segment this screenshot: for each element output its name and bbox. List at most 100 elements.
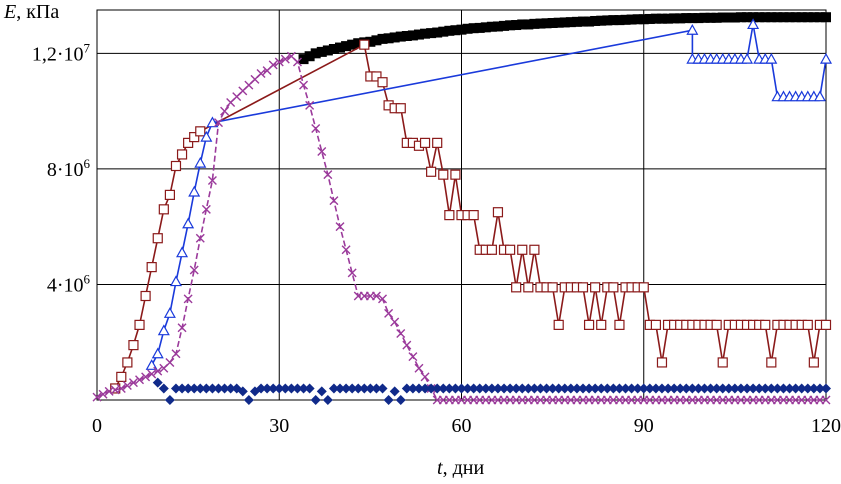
series-1-point-13	[189, 132, 200, 143]
series-4-point-80	[638, 383, 649, 394]
series-3-point-41	[341, 245, 351, 255]
series-4-point-18	[262, 383, 273, 394]
series-2-point-7	[188, 185, 201, 197]
series-0-point-3	[316, 46, 327, 57]
series-4-point-46	[432, 383, 443, 394]
series-1-point-64	[656, 357, 668, 368]
series-3-point-42	[347, 268, 357, 278]
series-0-point-50	[602, 15, 613, 26]
series-4-point-26	[310, 395, 321, 405]
series-1-point-21	[395, 103, 406, 114]
x-tick-label-2: 60	[452, 415, 472, 437]
series-1-point-41	[517, 244, 528, 255]
series-4-point-106	[796, 383, 807, 394]
series-4-point-97	[742, 383, 753, 394]
series-4-point-93	[717, 383, 728, 394]
series-4-point-42	[407, 383, 418, 394]
series-2-point-8	[194, 156, 207, 168]
series-0-point-59	[656, 13, 667, 24]
series-4-point-28	[322, 395, 333, 405]
series-3-point-39	[329, 196, 339, 206]
x-tick-label-1: 30	[269, 415, 289, 437]
series-3-point-15	[183, 294, 193, 304]
series-0-point-26	[456, 24, 467, 35]
series-1-point-81	[760, 319, 771, 330]
series-4-point-85	[669, 383, 680, 394]
series-3-point-33	[292, 57, 302, 67]
series-0-point-15	[389, 32, 400, 43]
series-4-point-61	[523, 383, 534, 394]
series-3-point-36	[311, 123, 321, 133]
series-4-point-10	[213, 383, 224, 394]
series-4-point-65	[547, 383, 558, 394]
x-tick-label-4: 120	[811, 415, 841, 437]
series-4-point-2	[164, 395, 175, 405]
series-0-point-40	[541, 18, 552, 29]
y-tick-label-0: 4·106	[47, 271, 91, 296]
series-4-point-49	[450, 383, 461, 394]
series-3-point-9	[147, 369, 157, 379]
series-0-point-38	[529, 18, 540, 29]
series-1-point-10	[170, 160, 182, 172]
series-0-point-19	[413, 29, 424, 40]
series-4-point-91	[705, 383, 716, 394]
series-4-point-39	[389, 386, 400, 397]
series-4-point-87	[681, 383, 692, 394]
series-4-point-94	[723, 383, 734, 394]
series-0-point-33	[499, 20, 510, 31]
series-0-point-32	[492, 21, 503, 32]
series-4-point-31	[341, 383, 352, 394]
series-1	[110, 39, 832, 394]
series-group	[92, 12, 833, 405]
series-0-point-17	[401, 31, 412, 41]
series-4-point-47	[438, 383, 449, 394]
series-3-point-120	[821, 395, 831, 405]
x-tick-labels: 0 30 60 90 120	[92, 415, 841, 437]
series-0-point-56	[638, 14, 649, 25]
series-4-point-4	[177, 383, 188, 394]
series-4-point-34	[359, 383, 370, 394]
series-3	[92, 51, 831, 405]
series-3-point-34	[299, 80, 309, 90]
series-3-point-54	[420, 372, 430, 382]
series-4-point-29	[328, 383, 339, 394]
series-4-point-35	[365, 383, 376, 394]
series-1-point-9	[164, 189, 175, 200]
series-0-point-47	[584, 16, 595, 27]
series-1-point-6	[146, 262, 157, 273]
series-4-point-15	[243, 395, 254, 405]
series-1-point-74	[717, 357, 728, 368]
series-1-point-11	[176, 149, 188, 160]
series-4-point-55	[486, 383, 497, 394]
series-4-point-22	[286, 383, 297, 394]
y-tick-labels: 4·106 8·106 1,2·107	[32, 40, 91, 296]
series-3-point-17	[195, 233, 205, 243]
series-3-point-46	[371, 291, 381, 301]
series-1-point-42	[523, 282, 534, 293]
series-0-point-20	[420, 28, 431, 39]
series-3-point-14	[177, 323, 187, 333]
x-tick-label-3: 90	[634, 415, 654, 437]
series-4-point-41	[401, 383, 412, 394]
series-3-point-29	[268, 60, 278, 70]
series-0-point-37	[523, 19, 534, 30]
series-4-point-96	[735, 383, 746, 394]
series-2-point-9	[200, 130, 213, 142]
series-4-point-36	[371, 383, 382, 394]
series-0-point-76	[760, 12, 771, 23]
series-1-point-29	[444, 210, 455, 221]
series-0-point-0	[298, 54, 309, 65]
series-3-point-20	[214, 118, 223, 128]
series-0-point-68	[711, 12, 722, 23]
series-4-point-95	[729, 383, 740, 394]
series-0-point-13	[377, 33, 388, 44]
series-0-point-77	[766, 12, 777, 23]
series-4-point-53	[474, 383, 485, 394]
series-4-point-5	[183, 383, 194, 394]
series-2	[145, 18, 833, 370]
series-4-point-1	[158, 383, 169, 394]
series-2-point-34	[819, 52, 833, 64]
series-3-point-31	[280, 54, 290, 64]
series-2-point-25	[765, 52, 778, 64]
